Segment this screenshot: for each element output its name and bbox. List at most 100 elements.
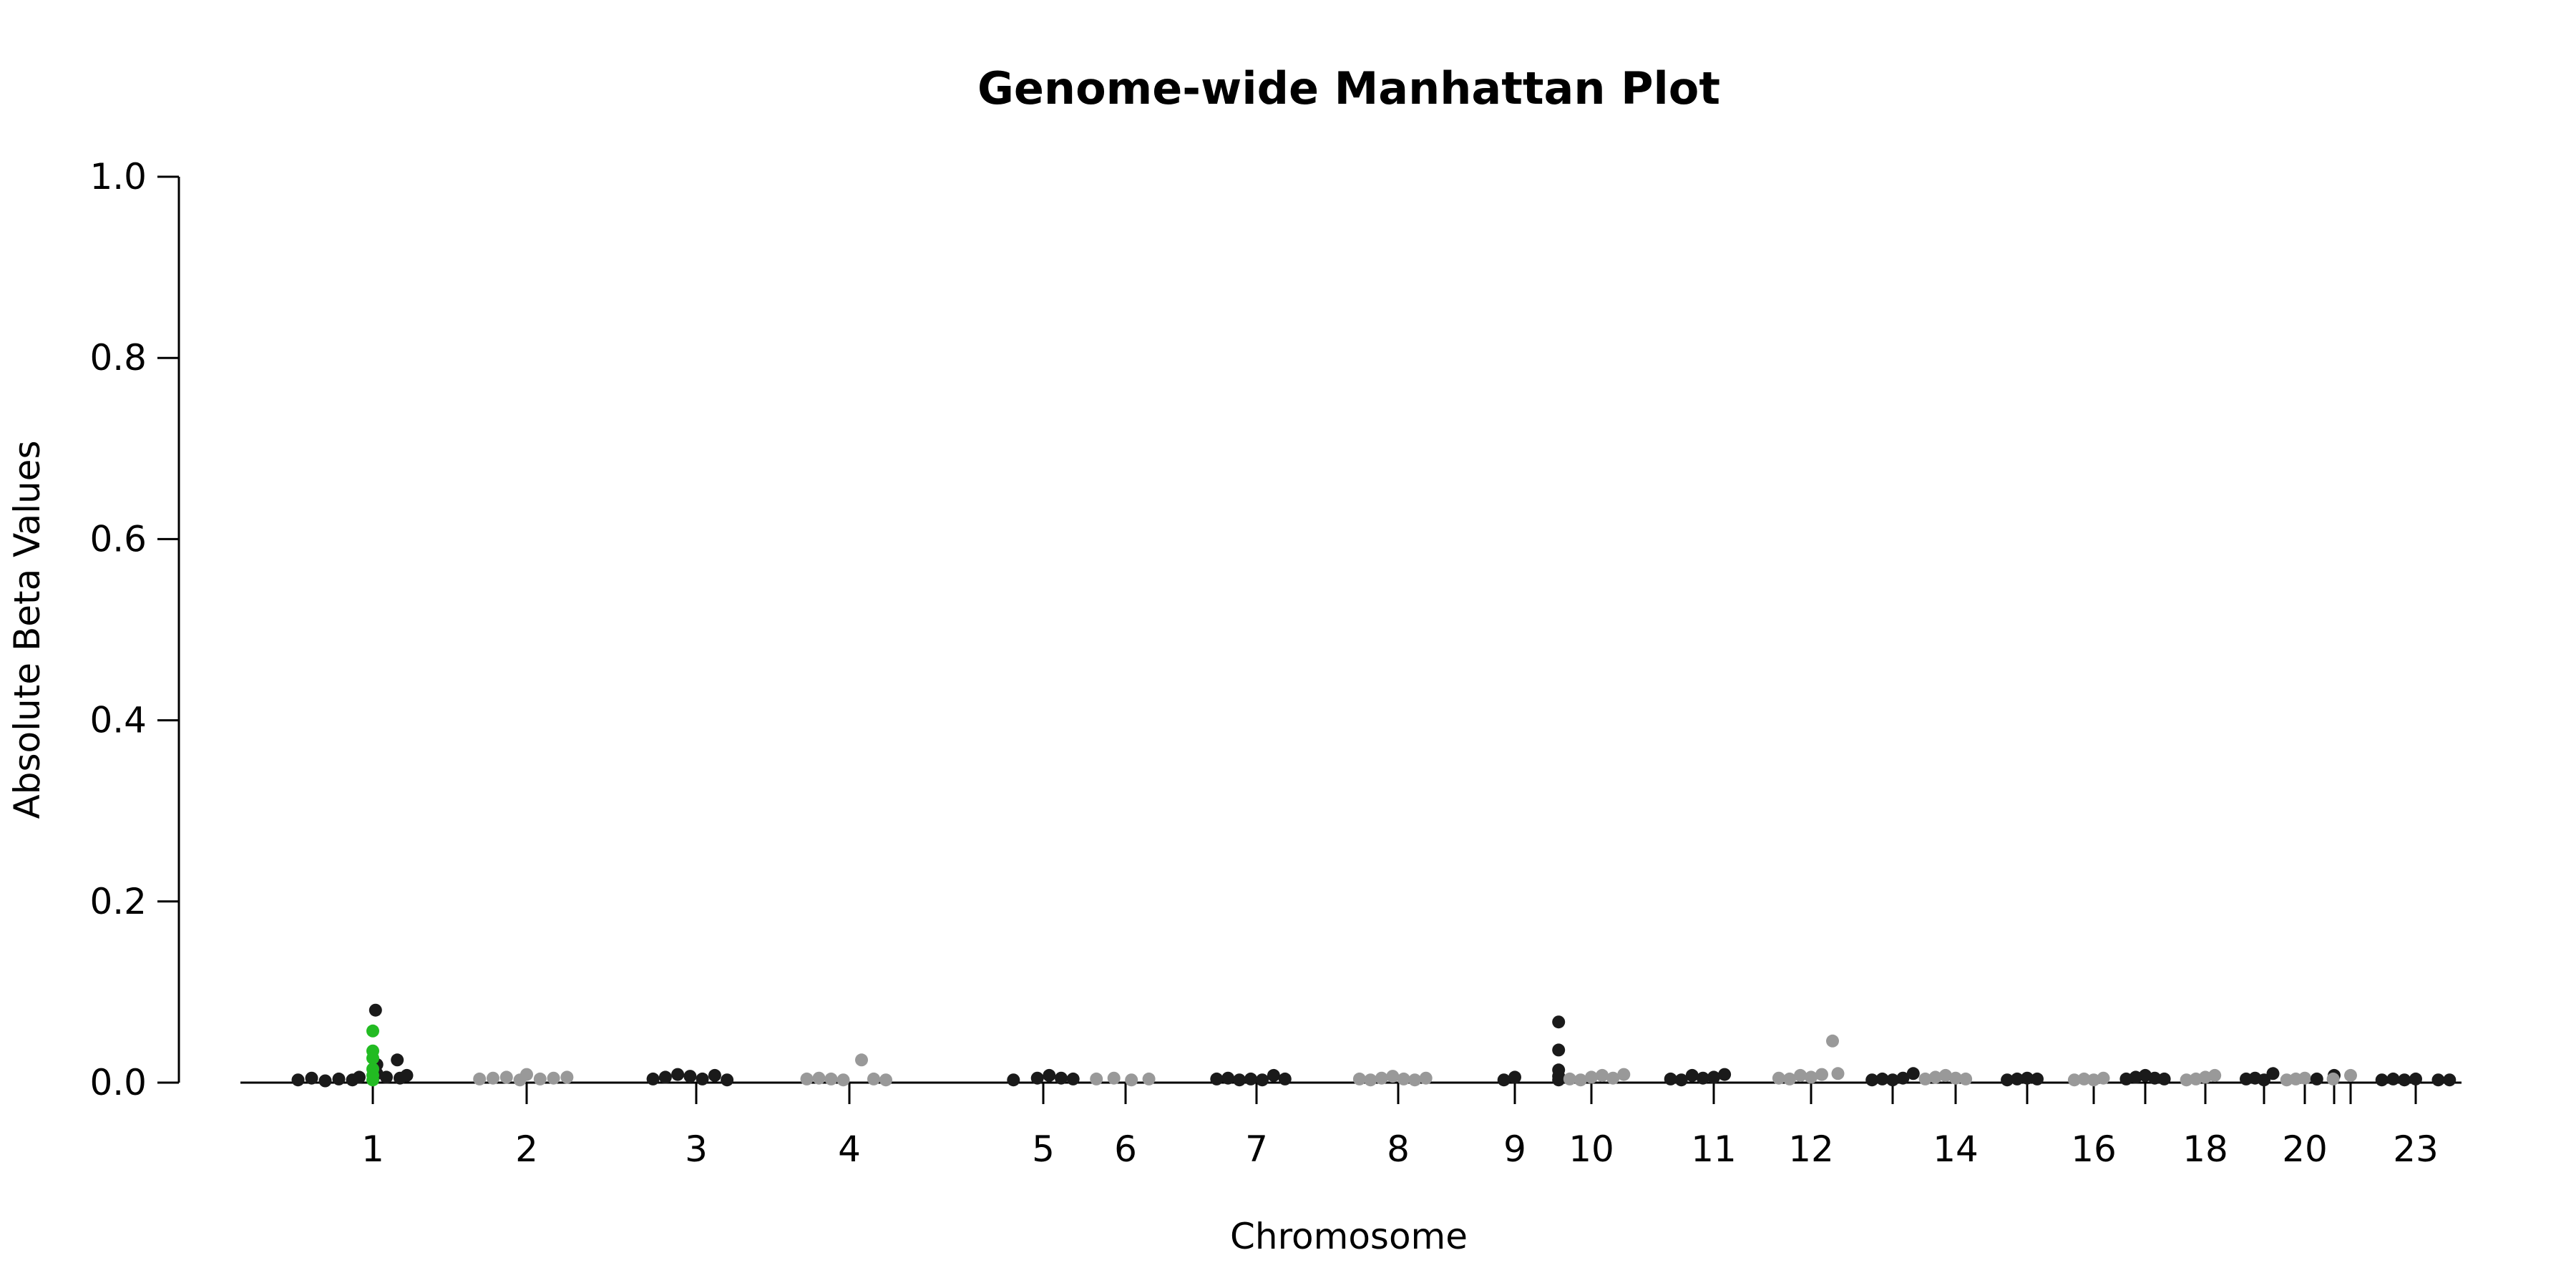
data-point	[867, 1072, 880, 1085]
y-tick-label: 1.0	[89, 156, 147, 197]
y-axis-label: Absolute Beta Values	[6, 441, 48, 819]
data-point	[1606, 1071, 1620, 1085]
data-point	[2409, 1072, 2422, 1085]
data-point	[1278, 1072, 1292, 1085]
data-point	[1928, 1070, 1942, 1084]
data-point	[2031, 1072, 2044, 1085]
data-point	[1055, 1071, 1068, 1085]
data-point	[2258, 1073, 2270, 1087]
data-point	[1256, 1073, 1269, 1087]
data-point	[499, 1070, 513, 1084]
data-point	[2129, 1070, 2142, 1084]
data-point	[2021, 1071, 2034, 1085]
data-point	[1364, 1073, 1377, 1087]
data-point	[1617, 1068, 1631, 1081]
data-point	[1906, 1067, 1920, 1080]
data-point	[487, 1071, 499, 1085]
x-tick-label: 5	[1032, 1128, 1055, 1170]
data-point	[473, 1072, 487, 1085]
data-point	[1664, 1072, 1677, 1085]
data-point	[1066, 1072, 1080, 1085]
data-point	[2067, 1073, 2081, 1087]
data-point	[1221, 1071, 1235, 1085]
data-point	[1918, 1072, 1932, 1085]
data-point	[2298, 1071, 2311, 1085]
data-point	[2097, 1071, 2110, 1085]
x-tick-label: 2	[515, 1128, 538, 1170]
x-tick-label: 10	[1568, 1128, 1614, 1170]
data-point	[2266, 1067, 2280, 1080]
x-tick-label: 23	[2393, 1128, 2439, 1170]
data-point	[1552, 1043, 1566, 1057]
y-tick-label: 0.4	[89, 700, 147, 741]
data-point	[1783, 1072, 1796, 1085]
data-point	[800, 1072, 814, 1085]
data-point	[1386, 1070, 1400, 1083]
data-point	[353, 1070, 366, 1084]
data-point	[1508, 1070, 1521, 1084]
data-point	[1815, 1068, 1828, 1081]
data-point	[1552, 1073, 1566, 1087]
data-point	[1685, 1068, 1699, 1082]
y-tick-label: 0.6	[89, 518, 147, 560]
data-point	[400, 1068, 414, 1082]
data-point	[1886, 1073, 1899, 1087]
data-point	[1805, 1070, 1818, 1084]
data-point	[1707, 1070, 1720, 1084]
data-point	[1563, 1072, 1576, 1085]
data-point	[2326, 1072, 2340, 1085]
x-tick-label: 1	[361, 1128, 384, 1170]
data-point	[318, 1074, 332, 1088]
x-tick-label: 20	[2282, 1128, 2328, 1170]
data-point	[708, 1068, 721, 1082]
data-point	[1794, 1068, 1807, 1082]
data-point	[332, 1072, 346, 1085]
data-point	[2443, 1073, 2457, 1087]
data-point	[1125, 1073, 1138, 1087]
data-point	[1408, 1073, 1422, 1087]
data-point	[2119, 1072, 2133, 1085]
data-point	[1772, 1071, 1785, 1085]
data-point	[1949, 1071, 1962, 1085]
data-point	[291, 1073, 305, 1087]
data-point	[547, 1071, 560, 1085]
data-point	[2180, 1073, 2193, 1087]
data-point	[1210, 1072, 1224, 1085]
data-point	[1030, 1071, 1044, 1085]
data-point	[812, 1071, 826, 1085]
data-point	[2386, 1072, 2400, 1085]
data-point	[683, 1070, 697, 1083]
data-point	[391, 1053, 404, 1067]
data-point	[2087, 1073, 2100, 1087]
data-point	[369, 1003, 382, 1017]
data-point	[2431, 1073, 2445, 1087]
data-point	[1696, 1071, 1709, 1085]
x-tick-label: 3	[685, 1128, 708, 1170]
data-point	[1043, 1068, 1056, 1082]
data-point	[2001, 1073, 2014, 1087]
data-point	[1674, 1073, 1688, 1087]
x-tick-label: 11	[1691, 1128, 1737, 1170]
x-tick-label: 4	[838, 1128, 861, 1170]
data-point	[1826, 1034, 1839, 1048]
data-point	[721, 1073, 734, 1087]
data-point	[366, 1073, 379, 1087]
data-point	[520, 1068, 533, 1081]
data-point	[1959, 1072, 1973, 1085]
y-tick-label: 0.8	[89, 337, 147, 379]
data-point	[1352, 1072, 1366, 1085]
data-point	[1233, 1073, 1246, 1087]
data-point	[305, 1071, 318, 1085]
data-point	[1375, 1071, 1388, 1085]
y-tick-label: 0.2	[89, 881, 147, 922]
x-axis-label: Chromosome	[1230, 1216, 1468, 1257]
data-point	[836, 1073, 850, 1087]
data-point	[1585, 1070, 1598, 1084]
data-point	[671, 1068, 685, 1081]
data-point	[1007, 1073, 1020, 1087]
data-point	[366, 1024, 379, 1038]
x-axis: 1 2 3 4 5 6 7 8 9 10 11 12 14 16 18 20 23	[240, 1081, 2462, 1170]
data-point	[855, 1053, 868, 1067]
